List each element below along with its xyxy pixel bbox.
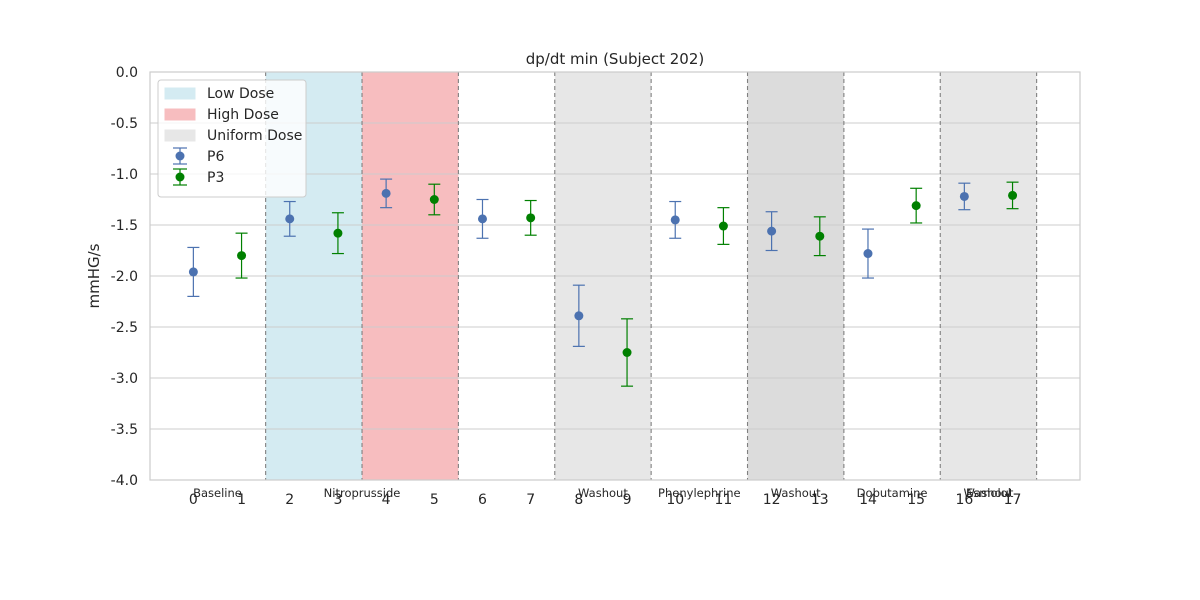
phase-label-6: Dobutamine xyxy=(857,486,928,500)
legend-label-2: Uniform Dose xyxy=(207,128,302,144)
phase-label-7: Washout xyxy=(964,486,1014,500)
x-tick-label-9: 9 xyxy=(623,492,632,508)
plot-frame xyxy=(149,71,1081,481)
data-point-P3-0 xyxy=(237,251,247,261)
legend-swatch-0 xyxy=(164,87,196,100)
data-point-P3-3 xyxy=(526,213,536,223)
data-point-P6-1 xyxy=(285,214,295,224)
chart-title: dp/dt min (Subject 202) xyxy=(526,50,705,68)
legend-label-4: P3 xyxy=(207,170,224,186)
y-tick-label-6: -3.0 xyxy=(111,371,138,387)
legend-marker-3 xyxy=(175,151,185,161)
y-tick-label-0: 0.0 xyxy=(116,65,138,81)
y-tick-label-1: -0.5 xyxy=(111,116,138,132)
data-point-P6-4 xyxy=(574,311,584,321)
series-P6 xyxy=(187,178,971,347)
y-axis-label: mmHG/s xyxy=(85,243,103,308)
y-tick-label-5: -2.5 xyxy=(111,320,138,336)
x-tick-label-3: 3 xyxy=(333,492,342,508)
y-tick-label-3: -1.5 xyxy=(111,218,138,234)
phase-label-5: Washout xyxy=(771,486,821,500)
x-tick-label-5: 5 xyxy=(430,492,439,508)
y-tick-label-7: -3.5 xyxy=(111,422,138,438)
x-tick-label-15: 15 xyxy=(907,492,925,508)
data-point-P6-0 xyxy=(188,267,198,277)
phase-labels: Baseline Nitroprusside Washout Phenylephrin… xyxy=(193,486,1014,500)
phase-label-0: Baseline xyxy=(193,486,242,500)
data-point-P3-8 xyxy=(1008,190,1018,200)
x-tick-label-13: 13 xyxy=(811,492,829,508)
x-tick-label-14: 14 xyxy=(859,492,877,508)
x-tick-label-8: 8 xyxy=(574,492,583,508)
data-series xyxy=(187,178,1019,387)
legend-swatch-1 xyxy=(164,108,196,121)
phase-label-4: Phenylephrine xyxy=(658,486,741,500)
data-point-P3-5 xyxy=(718,221,728,231)
x-tick-label-11: 11 xyxy=(715,492,733,508)
phase-label-3: Washout xyxy=(578,486,628,500)
x-tick-label-12: 12 xyxy=(763,492,781,508)
x-tick-label-17: 17 xyxy=(1004,492,1022,508)
legend-marker-4 xyxy=(175,172,185,182)
legend-label-3: P6 xyxy=(207,149,224,165)
y-tick-label-2: -1.0 xyxy=(111,167,138,183)
phase-label-8: Esmolol xyxy=(966,486,1011,500)
x-tick-label-10: 10 xyxy=(666,492,684,508)
legend-label-1: High Dose xyxy=(207,107,279,123)
data-point-P6-6 xyxy=(767,226,777,236)
data-point-P6-2 xyxy=(381,188,391,198)
phase-label-1: Nitroprusside xyxy=(324,486,401,500)
legend-label-0: Low Dose xyxy=(207,86,274,102)
data-point-P3-7 xyxy=(911,201,921,211)
data-point-P3-4 xyxy=(622,348,632,357)
data-point-P6-5 xyxy=(670,215,680,225)
phase-boundaries xyxy=(265,72,1038,480)
data-point-P3-1 xyxy=(333,228,343,238)
y-tick-label-8: -4.0 xyxy=(111,473,138,489)
x-tick-label-16: 16 xyxy=(955,492,973,508)
x-tick-label-6: 6 xyxy=(478,492,487,508)
data-point-P3-2 xyxy=(429,195,439,204)
x-tick-label-7: 7 xyxy=(526,492,535,508)
y-axis-ticks: 0.0 -0.5 -1.0 -1.5 -2.0 -2.5 -3.0 -3.5 -4.0 xyxy=(111,65,138,489)
x-tick-label-2: 2 xyxy=(285,492,294,508)
data-point-P6-7 xyxy=(863,249,873,259)
series-P3 xyxy=(235,181,1019,387)
x-axis-ticks: 0 1 2 3 4 5 6 7 8 9 10 11 12 13 14 15 16 17 xyxy=(189,492,1022,508)
data-point-P3-6 xyxy=(815,231,825,241)
x-tick-label-4: 4 xyxy=(382,492,391,508)
data-point-P6-3 xyxy=(477,214,487,224)
y-tick-label-4: -2.0 xyxy=(111,269,138,285)
legend: Low Dose High Dose Uniform Dose P6 P3 xyxy=(157,79,307,198)
legend-swatch-2 xyxy=(164,129,196,142)
x-tick-label-0: 0 xyxy=(189,492,198,508)
data-point-P6-8 xyxy=(959,191,969,201)
x-tick-label-1: 1 xyxy=(237,492,246,508)
